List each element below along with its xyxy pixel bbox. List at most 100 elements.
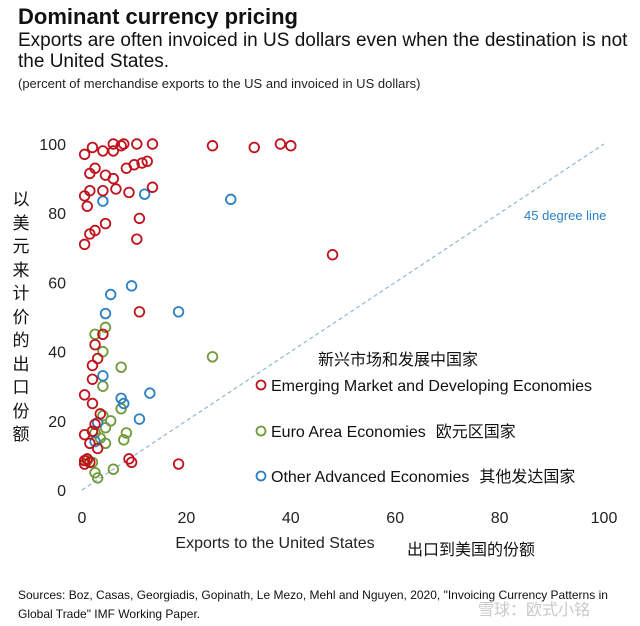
data-point: [89, 427, 101, 439]
data-point: [136, 157, 148, 169]
axes: 0 20 40 60 80 100 0 20 40 60 80 100 Exports to the U…: [39, 137, 617, 559]
data-point: [91, 472, 104, 484]
data-point: [97, 185, 109, 197]
x-axis-label-cn: 出口到美国的份额: [407, 541, 535, 559]
data-point: [86, 141, 99, 154]
data-point: [326, 249, 339, 261]
data-point: [86, 359, 99, 372]
source-note: Sources: Boz, Casas, Georgiadis, Gopinat…: [18, 588, 608, 621]
data-point: [97, 195, 109, 207]
data-point: [78, 389, 91, 401]
data-point: [84, 437, 96, 449]
y-axis-label-char: 以: [12, 190, 30, 209]
x-tick-label: 80: [491, 510, 509, 527]
data-point: [99, 321, 112, 334]
data-point: [118, 397, 130, 410]
data-point: [86, 397, 99, 410]
data-point: [99, 217, 112, 230]
data-point: [110, 183, 122, 195]
data-point: [141, 155, 153, 168]
y-tick-label: 100: [39, 137, 66, 154]
legend-label: Other Advanced Economies: [271, 469, 469, 486]
legend: 新兴市场和发展中国家 Emerging Market and Developin…: [255, 351, 592, 486]
chart-title: Dominant currency pricing: [18, 4, 298, 29]
data-point: [146, 138, 159, 150]
x-tick-label: 20: [178, 510, 196, 527]
data-point: [78, 190, 91, 202]
data-point: [78, 148, 91, 161]
data-point: [84, 456, 96, 469]
data-point: [123, 186, 135, 199]
legend-marker: [255, 425, 267, 437]
data-point: [97, 328, 109, 341]
data-point: [115, 361, 127, 373]
x-tick-label: 60: [386, 510, 404, 527]
x-tick-label: 100: [591, 510, 618, 527]
y-axis-label-char: 来: [12, 260, 30, 280]
data-point: [118, 138, 130, 150]
y-tick-label: 60: [48, 275, 66, 292]
data-point: [89, 338, 101, 351]
data-point: [86, 373, 99, 385]
data-point: [81, 200, 93, 212]
y-axis-label-char: 计: [12, 284, 30, 303]
data-point: [133, 413, 146, 425]
legend-label: Euro Area Economies: [271, 424, 426, 441]
data-point: [78, 428, 91, 441]
legend-label-cn: 其他发达国家: [479, 468, 575, 486]
y-tick-label: 80: [48, 206, 66, 223]
data-point: [125, 456, 138, 469]
data-point: [91, 442, 104, 455]
legend-title-cn: 新兴市场和发展中国家: [318, 351, 478, 369]
data-point: [274, 138, 287, 150]
y-axis-label-cn: 以美元来计价的出口份额: [10, 188, 32, 447]
data-point: [172, 306, 185, 318]
y-axis-label-char: 额: [12, 425, 30, 444]
data-point: [84, 167, 96, 180]
legend-marker: [255, 470, 267, 482]
data-point: [107, 145, 120, 157]
watermark: 雪球：欧式小铭: [478, 602, 591, 619]
data-point: [107, 172, 120, 185]
legend-marker: [255, 379, 267, 391]
y-axis-label-char: 出: [12, 354, 30, 374]
chart-units-note: (percent of merchandise exports to the U…: [18, 76, 421, 91]
data-point: [285, 140, 297, 152]
diagonal-45-line: [81, 143, 605, 491]
data-point: [105, 288, 117, 301]
legend-label-cn: 欧元区国家: [436, 423, 516, 441]
data-point: [133, 306, 146, 318]
data-point: [78, 238, 91, 251]
data-point: [99, 307, 112, 320]
y-tick-label: 0: [57, 483, 66, 500]
data-point: [78, 458, 91, 470]
data-point: [125, 280, 138, 292]
y-axis-label-char: 美: [12, 213, 30, 233]
data-point: [97, 370, 109, 382]
data-points: [78, 138, 339, 484]
y-axis-label-char: 价: [12, 307, 30, 327]
chart-subtitle: Exports are often invoiced in US dollars…: [18, 30, 628, 72]
data-point: [172, 458, 185, 470]
data-point: [138, 188, 151, 200]
data-point: [97, 145, 109, 157]
data-point: [89, 435, 101, 448]
data-point: [94, 408, 106, 420]
data-point: [107, 463, 120, 475]
x-tick-label: 0: [78, 510, 87, 527]
data-point: [78, 454, 91, 467]
x-tick-label: 40: [282, 510, 300, 527]
data-point: [133, 212, 146, 225]
data-point: [97, 380, 109, 392]
data-point: [131, 138, 143, 150]
y-axis-label-char: 口: [12, 378, 30, 397]
data-point: [84, 228, 96, 240]
x-axis-label: Exports to the United States: [175, 535, 374, 552]
data-point: [105, 415, 117, 427]
data-point: [131, 233, 143, 245]
data-point: [206, 140, 219, 152]
data-point: [146, 181, 159, 193]
y-tick-label: 40: [48, 345, 66, 362]
y-axis-label-char: 的: [12, 331, 30, 350]
